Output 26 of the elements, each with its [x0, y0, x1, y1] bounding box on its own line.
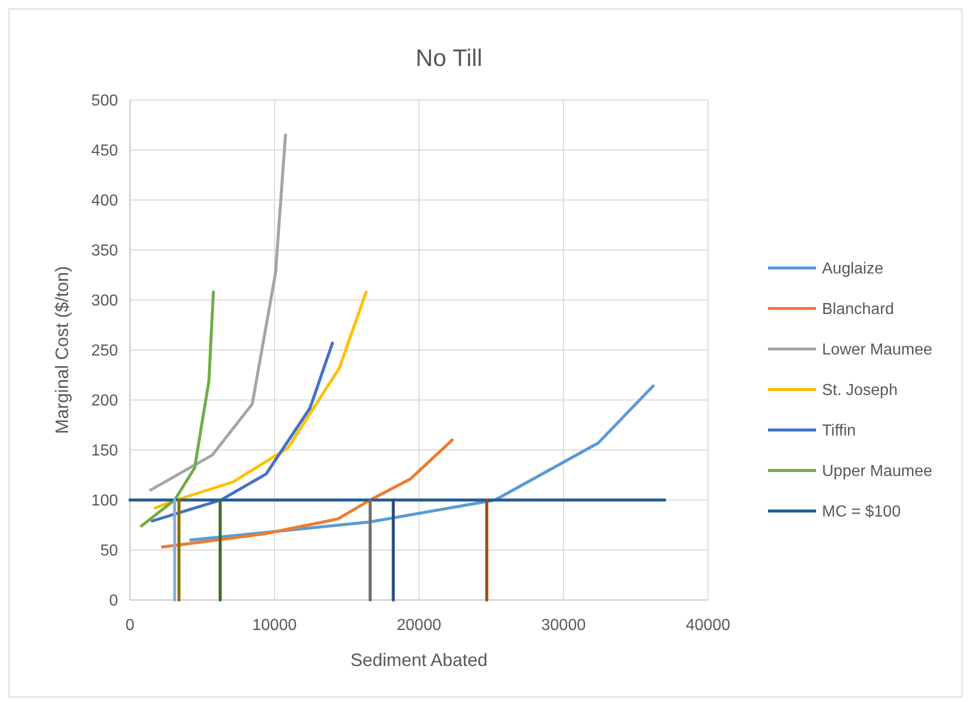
y-tick-label: 0 [109, 592, 118, 610]
y-axis-title: Marginal Cost ($/ton) [52, 266, 72, 434]
y-tick-label: 500 [91, 92, 118, 110]
y-tick-label: 200 [91, 392, 118, 410]
chart-title: No Till [416, 45, 482, 72]
x-tick-label: 20000 [396, 617, 442, 634]
legend-label: Lower Maumee [822, 342, 932, 359]
y-tick-label: 450 [91, 142, 118, 160]
legend-label: Auglaize [822, 260, 884, 278]
y-tick-label: 350 [91, 242, 118, 260]
x-tick-label: 40000 [686, 617, 730, 634]
x-tick-label: 10000 [252, 617, 297, 634]
y-tick-label: 400 [91, 192, 118, 210]
y-tick-label: 250 [91, 342, 118, 360]
legend-label: St. Joseph [822, 382, 898, 400]
legend-label: Tiffin [822, 422, 856, 440]
x-tick-label: 30000 [541, 617, 586, 634]
x-axis-title: Sediment Abated [350, 650, 488, 670]
x-tick-label: 0 [126, 617, 135, 634]
legend-label: Blanchard [822, 301, 894, 318]
y-tick-label: 100 [91, 492, 118, 510]
y-tick-label: 150 [91, 442, 118, 460]
y-tick-label: 300 [91, 292, 118, 310]
legend-label: MC = $100 [822, 504, 901, 521]
y-tick-label: 50 [100, 542, 118, 560]
legend-label: Upper Maumee [822, 463, 932, 480]
